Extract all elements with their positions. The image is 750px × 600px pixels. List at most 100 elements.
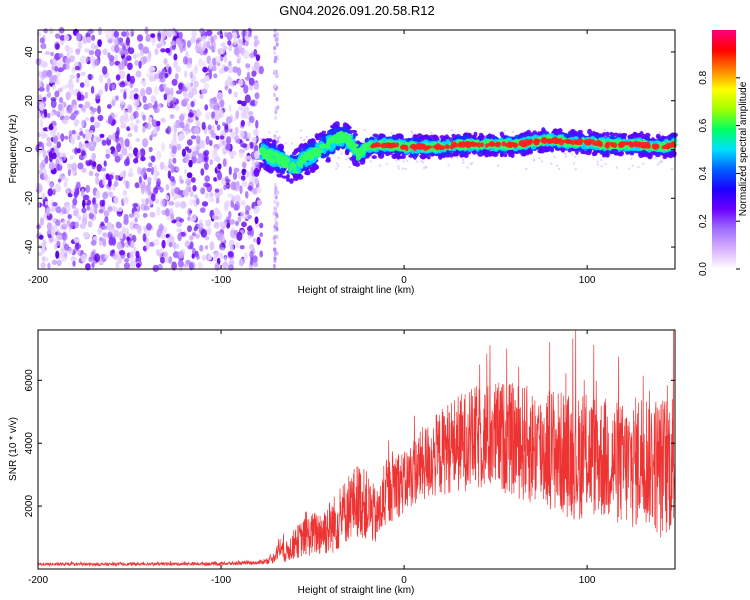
noise-cell	[182, 56, 188, 65]
noise-cell	[73, 209, 78, 217]
noise-cell	[77, 162, 84, 170]
noise-cell	[175, 73, 179, 80]
noise-cell	[124, 258, 130, 263]
noise-cell	[212, 152, 219, 160]
noise-cell	[256, 199, 263, 206]
noise-cell	[142, 95, 147, 104]
noise-cell	[148, 162, 153, 168]
noise-cell	[111, 84, 115, 90]
noise-cell	[252, 237, 257, 243]
noise-cell	[65, 63, 70, 70]
noise-cell	[100, 221, 105, 227]
noise-cell	[208, 45, 215, 50]
noise-cell	[235, 242, 240, 249]
noise-cell	[273, 33, 277, 38]
noise-cell	[160, 256, 165, 264]
noise-cell	[241, 175, 246, 181]
noise-cell	[84, 78, 91, 88]
ridge-cell	[285, 157, 291, 164]
noise-cell	[168, 66, 172, 75]
noise-cell	[77, 135, 81, 141]
noise-cell	[186, 172, 193, 179]
noise-cell	[278, 136, 281, 140]
noise-cell	[273, 45, 277, 51]
noise-cell	[192, 68, 198, 75]
ridge-cell	[642, 133, 646, 140]
noise-cell	[259, 250, 264, 258]
ridge-cell	[605, 131, 610, 138]
noise-cell	[212, 65, 217, 72]
noise-cell	[236, 137, 240, 144]
noise-cell	[173, 32, 177, 37]
noise-cell	[213, 207, 220, 216]
noise-cell	[284, 142, 287, 145]
ridge-cell	[262, 154, 268, 160]
noise-cell	[600, 165, 603, 168]
noise-cell	[553, 156, 556, 159]
noise-cell	[247, 185, 253, 191]
noise-cell	[191, 155, 197, 164]
noise-cell	[55, 219, 61, 227]
noise-cell	[205, 111, 211, 120]
noise-cell	[241, 30, 247, 38]
noise-cell	[229, 244, 235, 252]
noise-cell	[218, 232, 224, 242]
noise-cell	[73, 191, 78, 199]
noise-cell	[369, 160, 372, 163]
noise-cell	[81, 167, 87, 173]
ridge-cell	[299, 143, 305, 148]
noise-cell	[113, 38, 118, 47]
noise-cell	[184, 93, 189, 99]
noise-cell	[410, 130, 413, 133]
noise-cell	[102, 65, 108, 75]
noise-cell	[429, 131, 432, 134]
noise-cell	[169, 45, 176, 51]
noise-cell	[104, 254, 110, 260]
noise-cell	[447, 164, 450, 167]
noise-cell	[56, 259, 62, 267]
noise-cell	[128, 122, 136, 130]
noise-cell	[148, 241, 155, 247]
noise-cell	[133, 211, 140, 220]
ridge-cell	[428, 134, 435, 140]
noise-cell	[94, 203, 99, 209]
noise-cell	[630, 157, 633, 160]
noise-cell	[190, 135, 197, 140]
noise-cell	[184, 82, 191, 89]
noise-cell	[115, 261, 120, 269]
noise-cell	[156, 150, 162, 160]
noise-cell	[192, 185, 197, 192]
noise-cell	[145, 198, 149, 205]
ridge-cell	[303, 142, 308, 147]
noise-cell	[238, 78, 244, 87]
noise-cell	[99, 74, 103, 83]
noise-cell	[228, 104, 232, 113]
noise-cell	[165, 184, 170, 191]
noise-cell	[42, 150, 47, 159]
noise-cell	[87, 220, 93, 228]
noise-cell	[137, 150, 142, 159]
noise-cell	[84, 48, 90, 53]
noise-cell	[38, 70, 42, 78]
noise-cell	[290, 142, 294, 145]
noise-cell	[107, 77, 111, 87]
noise-cell	[107, 204, 113, 214]
noise-cell	[81, 188, 85, 197]
noise-cell	[204, 235, 210, 241]
noise-cell	[203, 82, 210, 91]
noise-cell	[225, 116, 233, 124]
noise-cell	[36, 224, 41, 229]
noise-cell	[154, 48, 159, 55]
noise-cell	[272, 263, 276, 269]
noise-cell	[51, 259, 58, 265]
noise-cell	[397, 167, 401, 170]
ridge-cell	[271, 139, 277, 145]
noise-cell	[227, 193, 233, 198]
noise-cell	[165, 47, 171, 54]
noise-cell	[156, 249, 160, 256]
noise-cell	[236, 58, 241, 64]
noise-cell	[142, 233, 147, 242]
noise-cell	[248, 84, 254, 91]
noise-cell	[209, 159, 213, 166]
noise-cell	[81, 143, 85, 149]
